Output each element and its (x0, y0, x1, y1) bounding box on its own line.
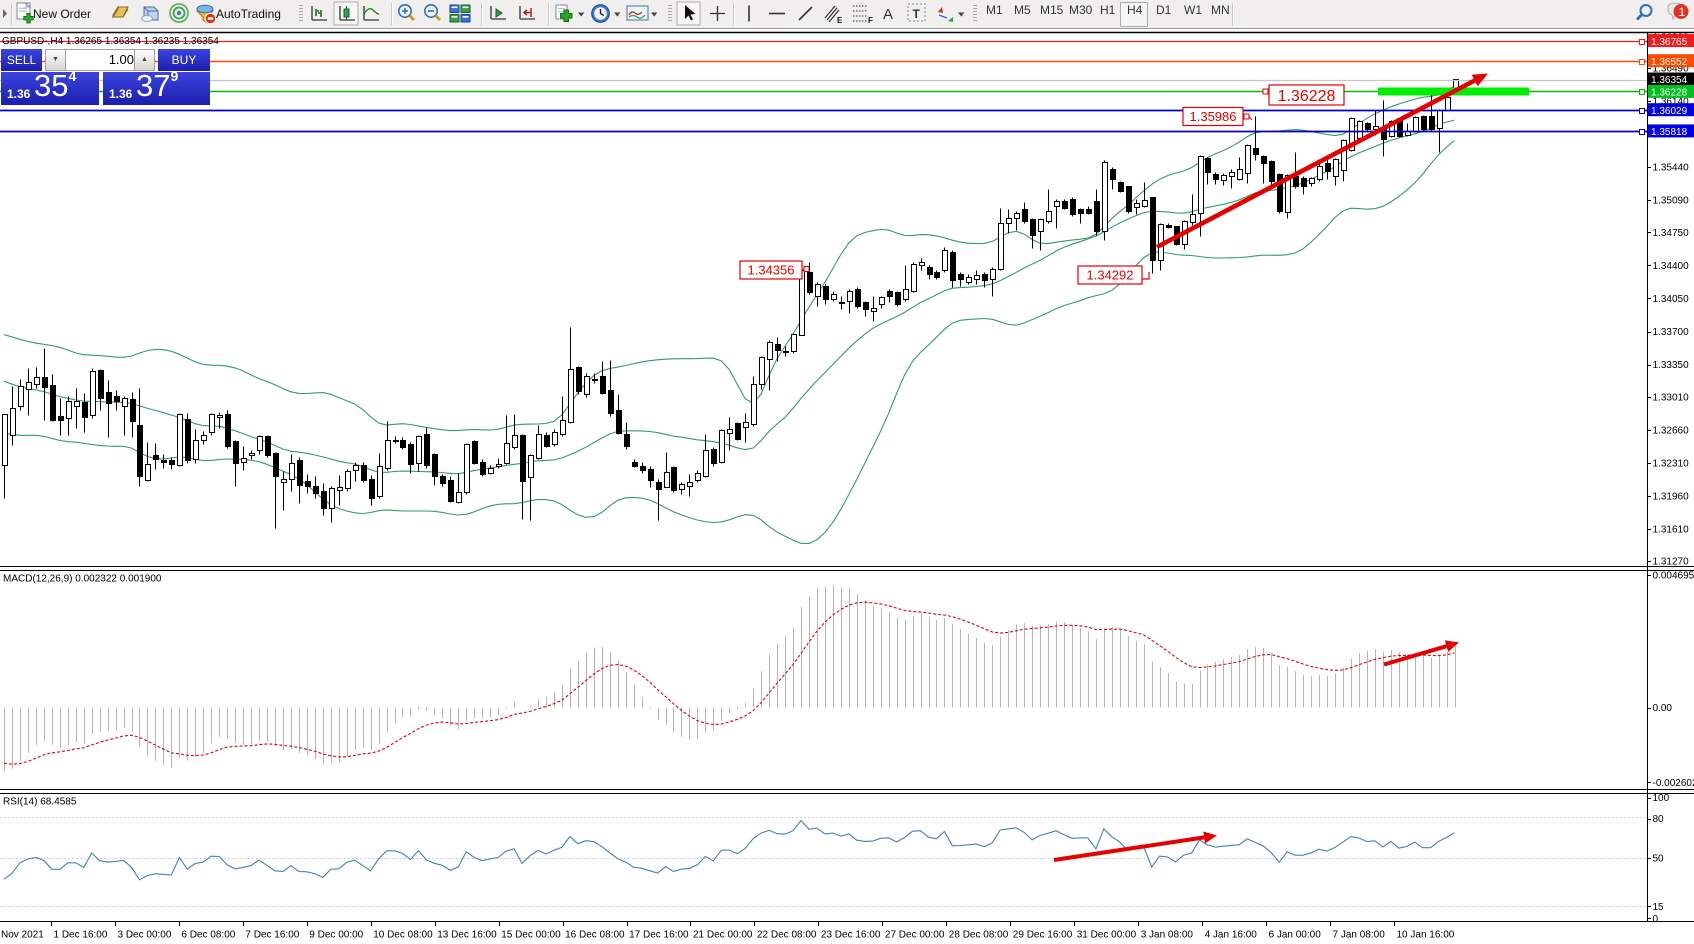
svg-text:0: 0 (1653, 914, 1659, 925)
svg-text:27 Dec 00:00: 27 Dec 00:00 (885, 930, 945, 941)
svg-text:1.34292: 1.34292 (1087, 268, 1134, 283)
svg-text:21 Dec 00:00: 21 Dec 00:00 (693, 930, 753, 941)
svg-text:0.00: 0.00 (1653, 703, 1673, 714)
svg-text:28 Dec 08:00: 28 Dec 08:00 (949, 930, 1009, 941)
svg-text:15: 15 (1653, 902, 1665, 913)
svg-text:31 Dec 00:00: 31 Dec 00:00 (1077, 930, 1137, 941)
svg-text:0.004695: 0.004695 (1653, 571, 1694, 582)
svg-text:1.35090: 1.35090 (1653, 196, 1690, 207)
svg-text:1.35818: 1.35818 (1651, 127, 1688, 138)
svg-text:1.32660: 1.32660 (1653, 425, 1690, 436)
svg-text:-0.002602: -0.002602 (1653, 778, 1694, 789)
svg-text:A: A (883, 6, 893, 23)
svg-text:1.33700: 1.33700 (1653, 327, 1690, 338)
svg-text:1.34400: 1.34400 (1653, 261, 1690, 272)
svg-text:80: 80 (1653, 814, 1665, 825)
svg-text:23 Dec 16:00: 23 Dec 16:00 (821, 930, 881, 941)
svg-text:1.32310: 1.32310 (1653, 458, 1690, 469)
svg-text:1.33010: 1.33010 (1653, 392, 1690, 403)
svg-text:MACD(12,26,9) 0.002322 0.00190: MACD(12,26,9) 0.002322 0.001900 (3, 574, 162, 585)
svg-text:1.36354: 1.36354 (1651, 75, 1688, 86)
svg-text:7 Dec 16:00: 7 Dec 16:00 (245, 930, 299, 941)
svg-text:6 Dec 08:00: 6 Dec 08:00 (181, 930, 235, 941)
svg-text:100: 100 (1653, 793, 1670, 804)
svg-text:1.36140: 1.36140 (1653, 97, 1690, 108)
svg-text:1.36490: 1.36490 (1653, 64, 1690, 75)
svg-text:1.31270: 1.31270 (1653, 557, 1690, 568)
svg-text:1.33350: 1.33350 (1653, 360, 1690, 371)
svg-text:1.36228: 1.36228 (1278, 88, 1336, 105)
svg-text:22 Dec 08:00: 22 Dec 08:00 (757, 930, 817, 941)
svg-text:3 Jan 08:00: 3 Jan 08:00 (1141, 930, 1194, 941)
svg-text:Nov 2021: Nov 2021 (1, 930, 44, 941)
svg-text:1.31610: 1.31610 (1653, 525, 1690, 536)
svg-text:10 Jan 16:00: 10 Jan 16:00 (1397, 930, 1455, 941)
svg-text:7 Jan 08:00: 7 Jan 08:00 (1333, 930, 1386, 941)
svg-text:RSI(14) 68.4585: RSI(14) 68.4585 (3, 797, 77, 808)
svg-text:1.36765: 1.36765 (1651, 37, 1688, 48)
svg-text:3 Dec 00:00: 3 Dec 00:00 (118, 930, 172, 941)
svg-text:6 Jan 00:00: 6 Jan 00:00 (1269, 930, 1322, 941)
svg-text:1.31960: 1.31960 (1653, 491, 1690, 502)
svg-text:29 Dec 16:00: 29 Dec 16:00 (1013, 930, 1073, 941)
svg-text:T: T (913, 7, 921, 21)
svg-text:17 Dec 16:00: 17 Dec 16:00 (629, 930, 689, 941)
svg-text:1.34356: 1.34356 (748, 263, 795, 278)
svg-text:1.36552: 1.36552 (1651, 57, 1688, 68)
svg-text:50: 50 (1653, 854, 1665, 865)
svg-text:1.36228: 1.36228 (1651, 88, 1688, 99)
svg-text:16 Dec 08:00: 16 Dec 08:00 (565, 930, 625, 941)
svg-text:10 Dec 08:00: 10 Dec 08:00 (373, 930, 433, 941)
svg-text:1 Dec 16:00: 1 Dec 16:00 (54, 930, 108, 941)
svg-text:1.35986: 1.35986 (1190, 109, 1237, 124)
svg-text:4 Jan 16:00: 4 Jan 16:00 (1205, 930, 1258, 941)
svg-text:E: E (837, 16, 843, 25)
svg-text:15 Dec 00:00: 15 Dec 00:00 (501, 930, 561, 941)
svg-text:F: F (868, 16, 873, 25)
svg-text:1.34050: 1.34050 (1653, 294, 1690, 305)
svg-text:9 Dec 00:00: 9 Dec 00:00 (309, 930, 363, 941)
svg-text:13 Dec 16:00: 13 Dec 16:00 (437, 930, 497, 941)
svg-text:GBPUSD-,H4 1.36265 1.36354 1.: GBPUSD-,H4 1.36265 1.36354 1.36235 1.363… (2, 36, 219, 47)
svg-text:1.35440: 1.35440 (1653, 163, 1690, 174)
svg-text:1.36029: 1.36029 (1651, 106, 1688, 117)
svg-text:1: 1 (1679, 5, 1686, 19)
svg-text:1.34750: 1.34750 (1653, 228, 1690, 239)
